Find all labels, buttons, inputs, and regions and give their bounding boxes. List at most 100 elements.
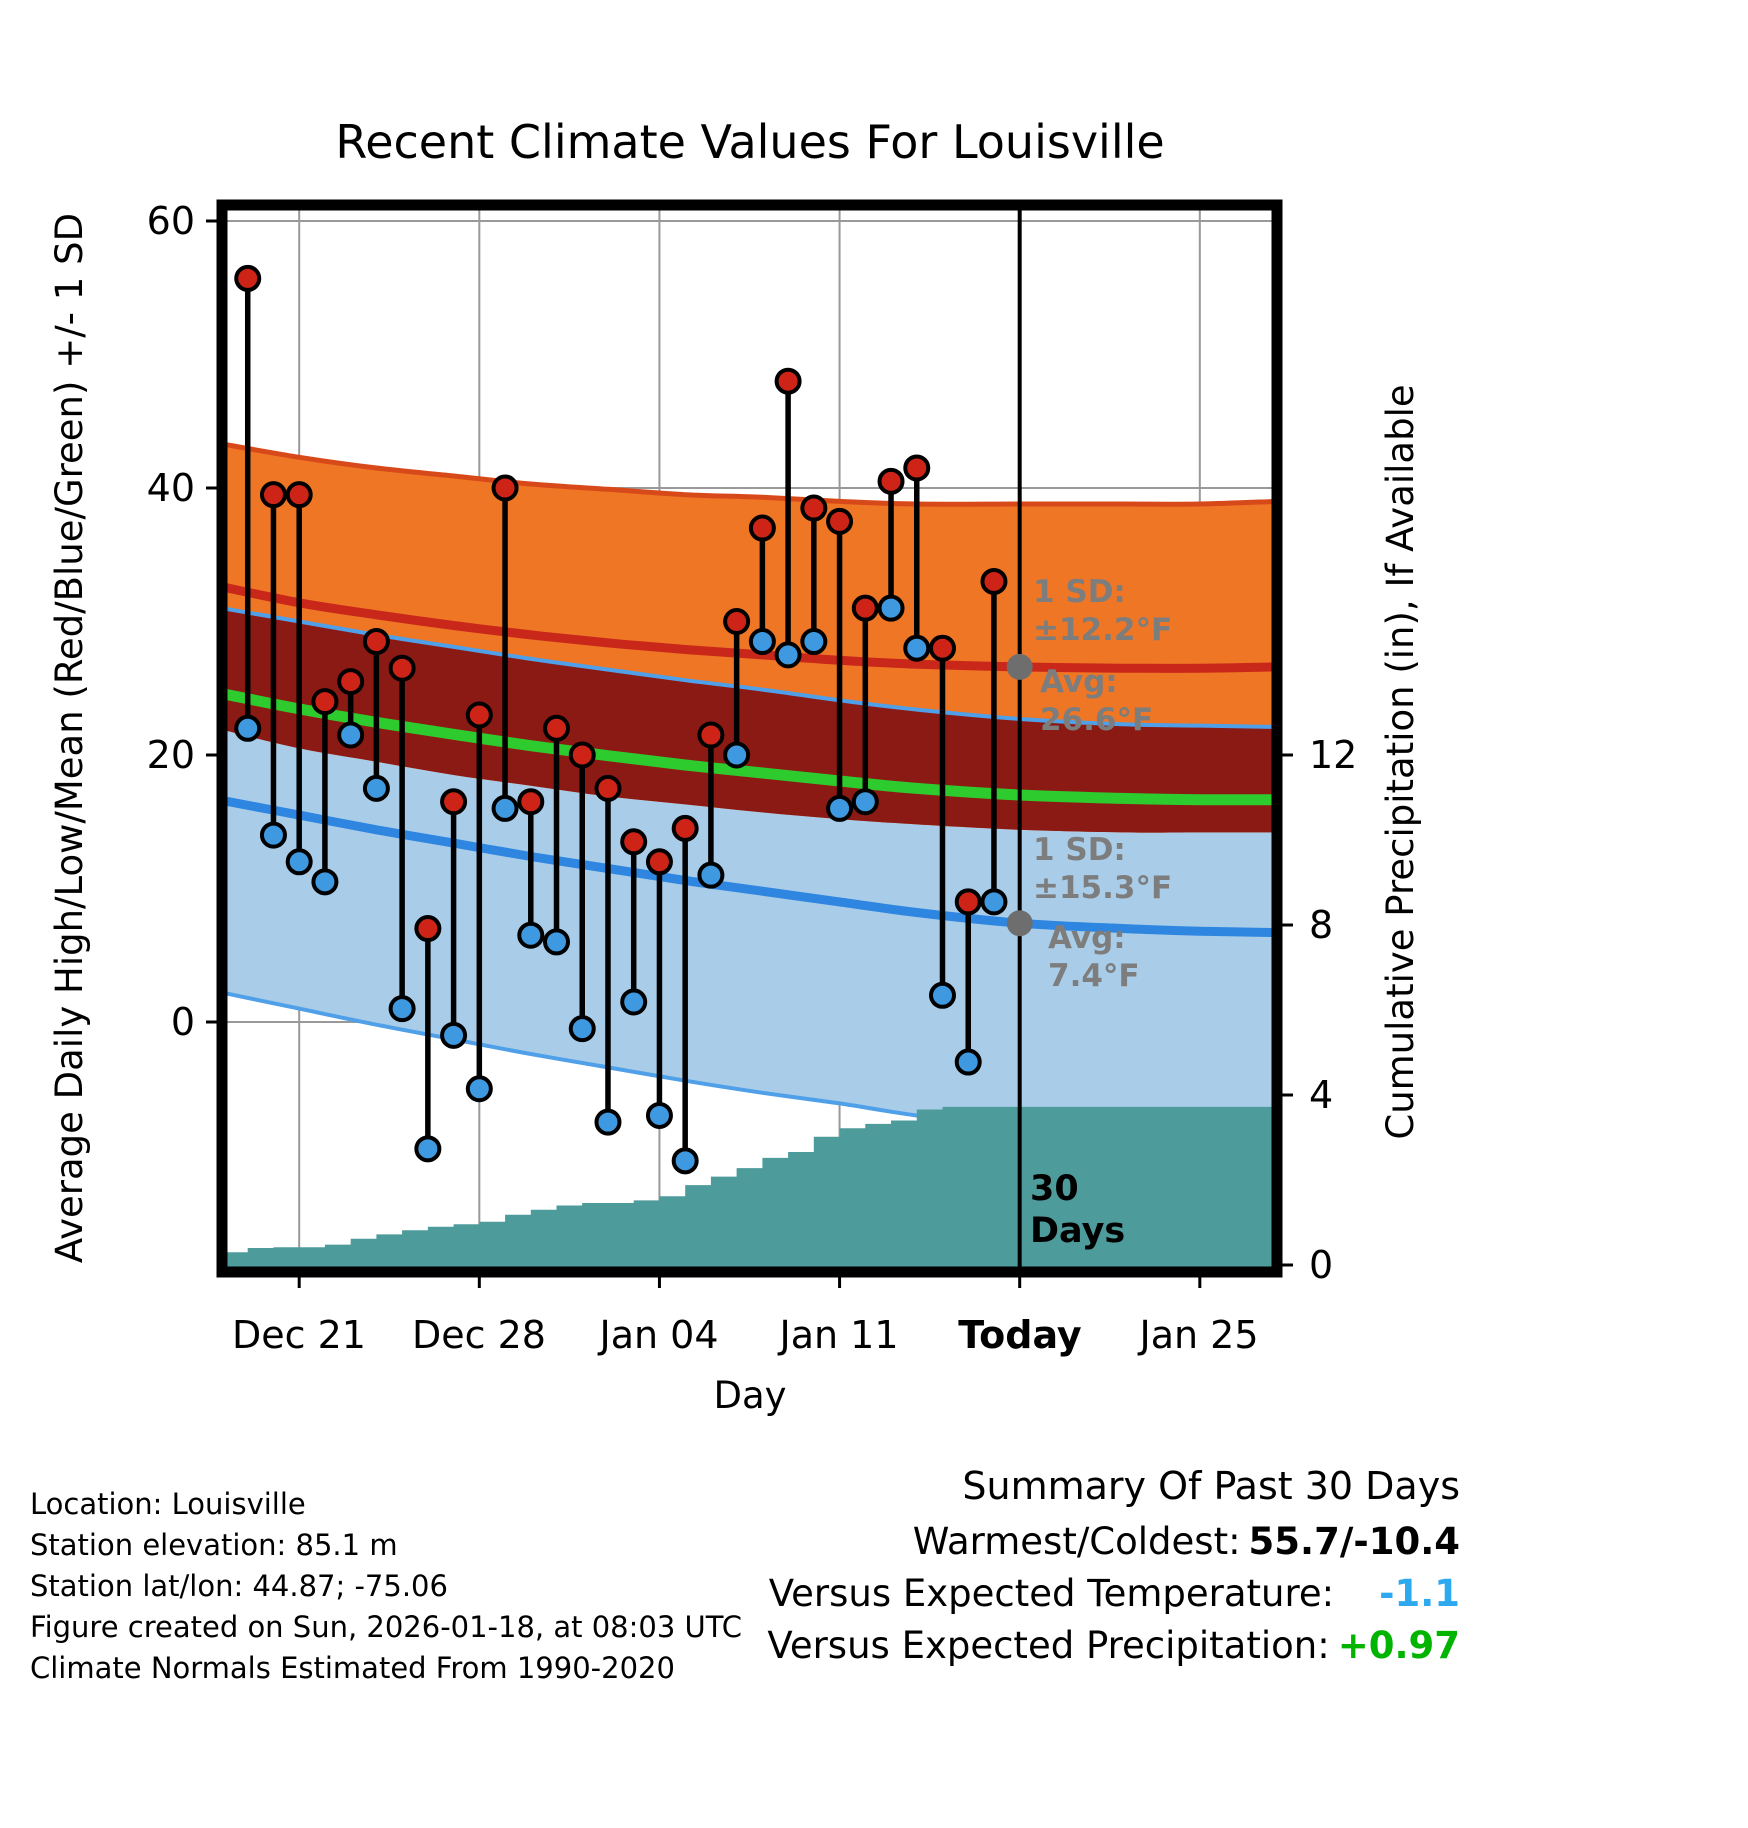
daily-low-dot — [440, 1021, 468, 1049]
daily-low-dot — [388, 995, 416, 1023]
daily-high-dot — [723, 608, 751, 635]
chart-title: Recent Climate Values For Louisville — [335, 115, 1164, 169]
daily-high-dot — [465, 701, 493, 729]
figure-metadata: Location: Louisville Station elevation: … — [30, 1484, 742, 1689]
x-tick-dec28: Dec 28 — [412, 1313, 546, 1357]
period-label-line2: Days — [1030, 1211, 1125, 1251]
right-tick-12: 12 — [1309, 733, 1357, 777]
summary-panel: Summary Of Past 30 Days Warmest/Coldest:… — [767, 1464, 1460, 1672]
summary-row-vs-temperature: Versus Expected Temperature: -1.1 — [767, 1568, 1460, 1620]
summary-row-warmest-coldest: Warmest/Coldest: 55.7/-10.4 — [767, 1516, 1460, 1568]
daily-high-dot — [543, 714, 571, 742]
x-tick-jan04: Jan 04 — [597, 1313, 718, 1357]
daily-low-dot — [594, 1108, 622, 1136]
today-avg-low-marker — [1006, 910, 1033, 937]
daily-high-dot — [645, 848, 673, 876]
daily-high-dot — [311, 688, 339, 716]
daily-high-dot — [697, 721, 725, 749]
today-avg-high-marker — [1006, 653, 1033, 680]
daily-high-dot — [517, 788, 545, 816]
daily-low-dot — [543, 928, 571, 956]
metadata-normals: Climate Normals Estimated From 1990-2020 — [30, 1651, 675, 1685]
daily-high-dot — [903, 454, 931, 482]
daily-low-dot — [877, 594, 905, 622]
low-band-upper-edge — [221, 606, 1278, 729]
daily-high-dot — [877, 467, 905, 495]
daily-low-dot — [723, 741, 751, 769]
daily-high-dot — [851, 594, 879, 622]
daily-low-dot — [645, 1101, 673, 1129]
daily-high-dot — [414, 915, 442, 943]
daily-high-dot — [671, 814, 699, 842]
left-tick-0: 0 — [171, 1000, 195, 1044]
daily-low-dot — [620, 988, 648, 1016]
mean-temp-line — [220, 688, 1278, 806]
daily-low-dot — [285, 848, 313, 876]
low-avg-value-annotation: 7.4°F — [1048, 958, 1140, 994]
daily-high-dot — [800, 494, 828, 522]
daily-high-dot — [234, 264, 262, 292]
daily-low-dot — [259, 821, 287, 849]
avg-high-line — [221, 582, 1278, 673]
metadata-elevation: Station elevation: 85.1 m — [30, 1528, 398, 1562]
daily-low-dot — [362, 774, 390, 802]
daily-low-dot — [697, 861, 725, 889]
daily-low-dot — [414, 1135, 442, 1163]
x-tick-jan25: Jan 25 — [1137, 1313, 1258, 1357]
x-axis-label: Day — [713, 1374, 786, 1417]
daily-high-dot — [337, 668, 365, 696]
daily-low-dot — [311, 868, 339, 896]
x-tick-today: Today — [958, 1313, 1082, 1357]
metadata-latlon: Station lat/lon: 44.87; -75.06 — [30, 1569, 448, 1603]
high-band-upper-edge — [221, 441, 1278, 507]
x-tick-jan11: Jan 11 — [777, 1313, 898, 1357]
daily-high-dot — [259, 481, 287, 509]
high-sd-value-annotation: ±12.2°F — [1033, 612, 1172, 648]
left-axis-label: Average Daily High/Low/Mean (Red/Blue/Gr… — [48, 213, 91, 1263]
low-avg-annotation: Avg: — [1048, 920, 1126, 956]
metadata-location: Location: Louisville — [30, 1487, 306, 1521]
high-sd-annotation: 1 SD: — [1033, 574, 1126, 610]
left-tick-20: 20 — [147, 733, 195, 777]
vs-precipitation-value: +0.97 — [1337, 1624, 1460, 1667]
daily-high-dot — [620, 828, 648, 856]
daily-low-dot — [491, 794, 519, 822]
right-tick-4: 4 — [1309, 1073, 1333, 1117]
daily-high-dot — [980, 567, 1008, 595]
daily-low-dot — [465, 1075, 493, 1103]
daily-low-dot — [517, 921, 545, 949]
daily-high-dot — [491, 474, 519, 502]
daily-high-dot — [440, 788, 468, 816]
low-sd-value-annotation: ±15.3°F — [1033, 870, 1172, 906]
left-tick-60: 60 — [147, 199, 195, 243]
daily-low-dot — [337, 721, 365, 749]
summary-row-vs-precipitation: Versus Expected Precipitation: +0.97 — [767, 1620, 1460, 1672]
warmest-coldest-label: Warmest/Coldest: — [912, 1520, 1241, 1563]
daily-high-dot — [594, 774, 622, 802]
vs-temperature-label: Versus Expected Temperature: — [768, 1572, 1335, 1615]
daily-low-dot — [903, 634, 931, 662]
daily-high-dot — [928, 634, 956, 662]
low-sd-annotation: 1 SD: — [1033, 832, 1126, 868]
daily-low-dot — [234, 714, 262, 742]
right-axis-label: Cumulative Precipitation (in), If Availa… — [1379, 384, 1422, 1139]
right-tick-8: 8 — [1309, 903, 1333, 947]
daily-high-dot — [954, 888, 982, 916]
daily-low-dot — [954, 1048, 982, 1076]
period-label-line1: 30 — [1030, 1169, 1079, 1209]
summary-title: Summary Of Past 30 Days — [962, 1464, 1460, 1508]
avg-low-line — [221, 795, 1278, 938]
daily-high-dot — [748, 514, 776, 542]
plot-area — [206, 199, 1293, 1288]
daily-low-dot — [980, 888, 1008, 916]
daily-low-dot — [928, 981, 956, 1009]
warmest-coldest-value: 55.7/-10.4 — [1248, 1520, 1460, 1563]
left-tick-40: 40 — [147, 466, 195, 510]
high-avg-annotation: Avg: — [1040, 664, 1118, 700]
daily-low-dot — [826, 794, 854, 822]
right-tick-0: 0 — [1309, 1243, 1333, 1287]
plot-frame — [216, 199, 1283, 1278]
daily-low-dot — [568, 1015, 596, 1043]
daily-low-dot — [851, 788, 879, 816]
